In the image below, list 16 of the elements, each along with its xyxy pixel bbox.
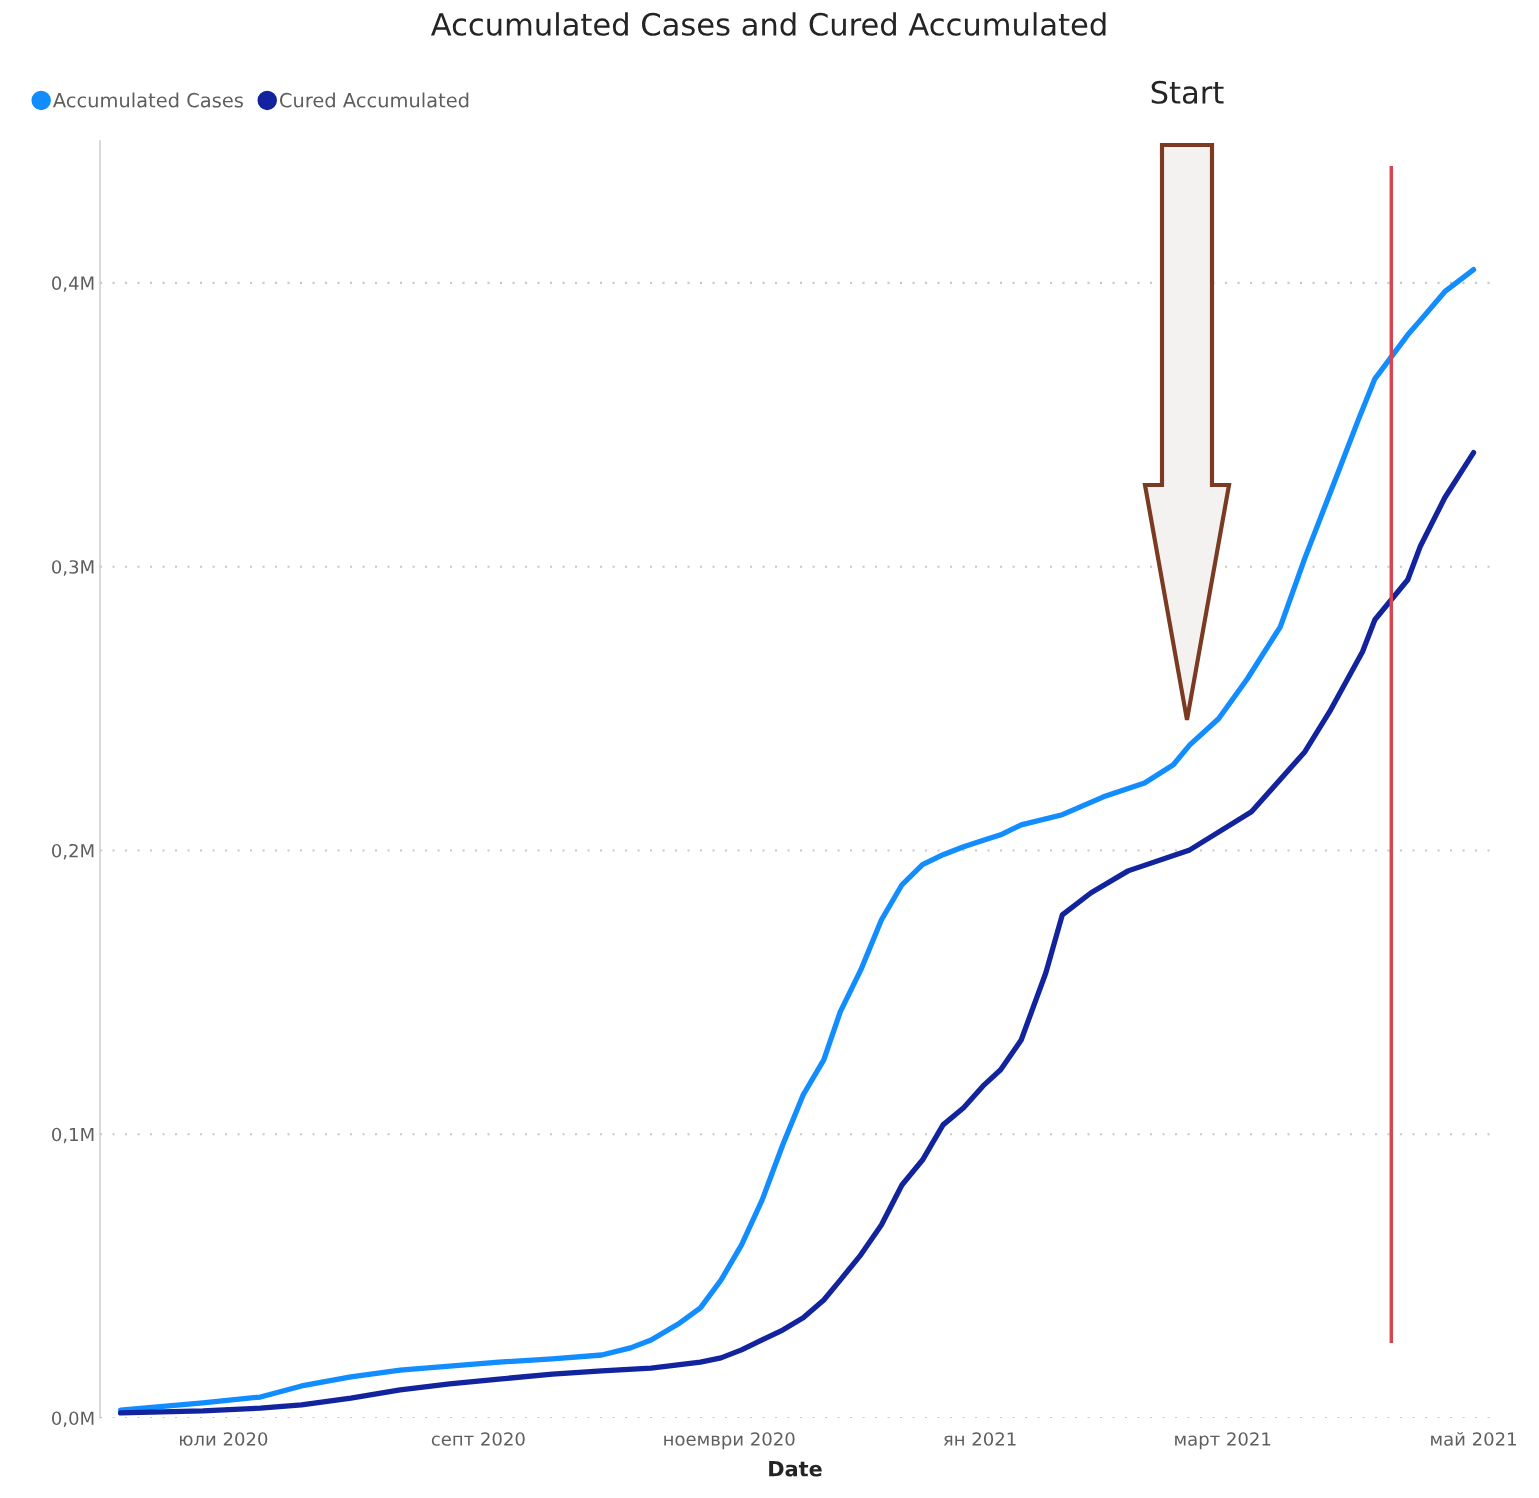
y-tick-label: 0,1M bbox=[52, 1127, 94, 1144]
y-tick-label: 0,3M bbox=[52, 560, 94, 576]
x-tick-label: юли 2020 bbox=[179, 1432, 268, 1446]
y-tick-label: 0,2M bbox=[52, 843, 94, 860]
legend-label: Accumulated Cases bbox=[52, 92, 243, 108]
x-tick-label: ян 2021 bbox=[943, 1432, 1016, 1446]
y-tick-label: 0,4M bbox=[52, 276, 94, 292]
legend-label: Cured Accumulated bbox=[280, 92, 469, 108]
text: Start bbox=[1151, 80, 1224, 104]
x-tick-label: септ 2020 bbox=[431, 1432, 525, 1446]
x-axis-title: Date bbox=[769, 1461, 822, 1477]
chart-title: Accumulated Cases and Cured Accumulated bbox=[430, 12, 1106, 36]
x-tick-label: май 2021 bbox=[1431, 1431, 1516, 1446]
x-tick-label: март 2021 bbox=[1175, 1432, 1271, 1450]
y-tick-label: 0,0M bbox=[52, 1411, 94, 1427]
x-tick-label: ноември 2020 bbox=[664, 1432, 795, 1450]
